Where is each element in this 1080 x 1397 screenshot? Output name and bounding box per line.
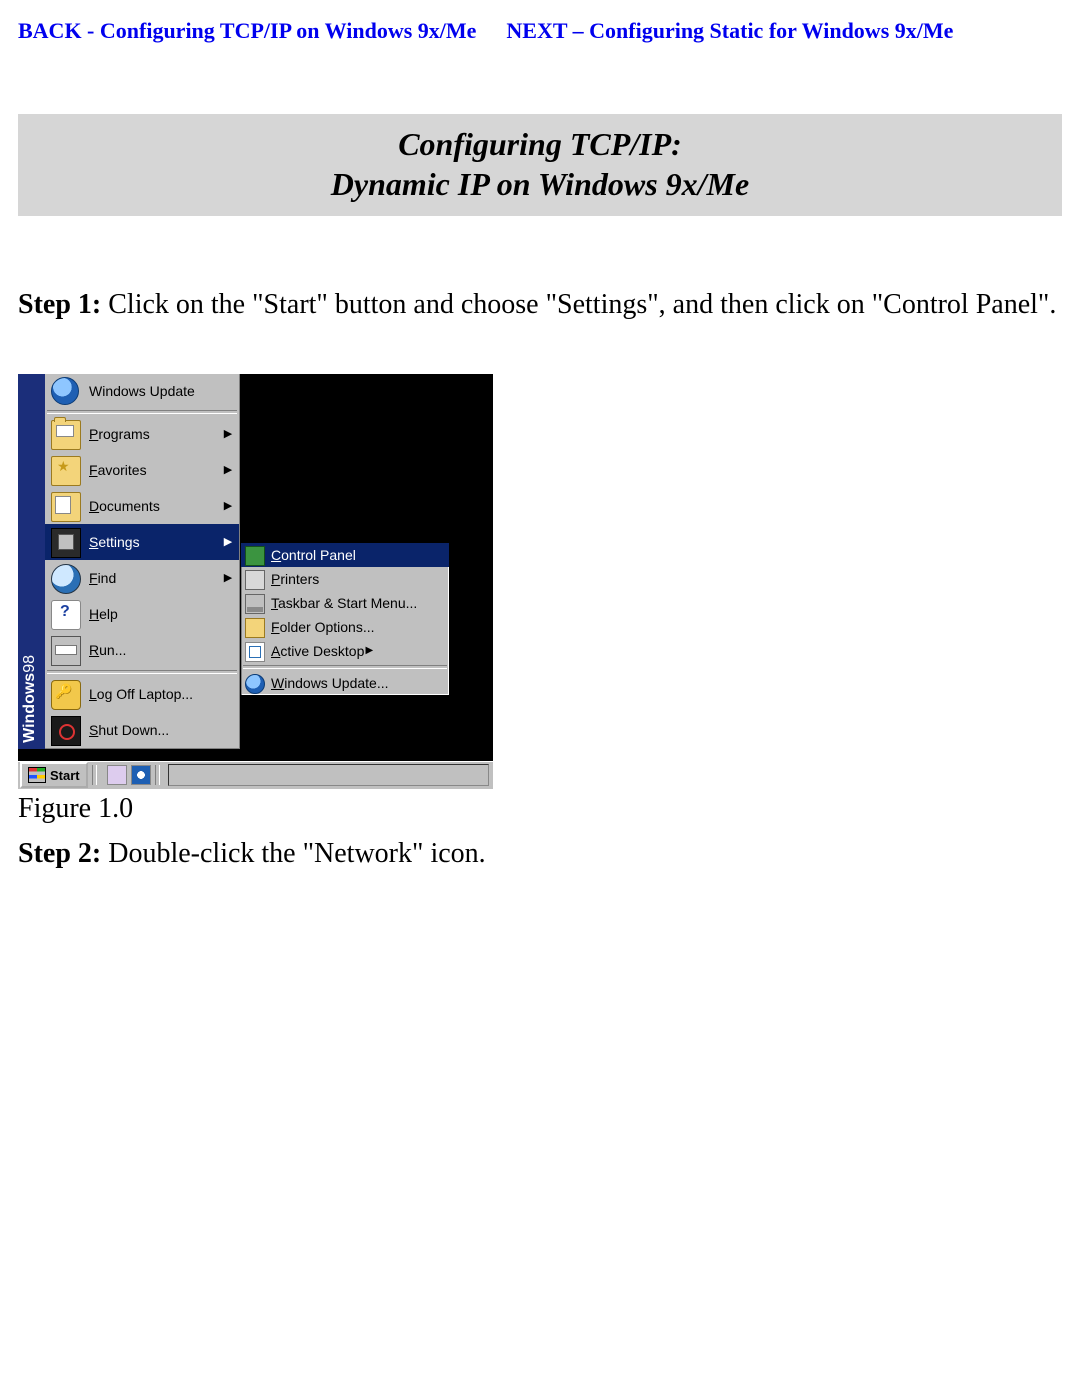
shutdown-icon: [51, 716, 79, 744]
documents-icon: [51, 492, 79, 520]
menu-item-label: Log Off Laptop...: [89, 686, 239, 702]
menu-separator: [47, 670, 237, 674]
menu-logoff[interactable]: Log Off Laptop...: [45, 676, 239, 712]
title-line-1: Configuring TCP/IP:: [18, 124, 1062, 164]
taskbar-empty: [168, 764, 489, 786]
submenu-printers[interactable]: Printers: [241, 567, 449, 591]
menu-find[interactable]: Find ▶: [45, 560, 239, 596]
taskbar-separator: [92, 765, 97, 785]
menu-item-label: Shut Down...: [89, 722, 239, 738]
menu-settings[interactable]: Settings ▶: [45, 524, 239, 560]
win98-screenshot: Windows98 Windows Update Programs ▶ Favo…: [18, 374, 493, 789]
taskbar: Start: [18, 761, 493, 789]
submenu-folder-options[interactable]: Folder Options...: [241, 615, 449, 639]
step-1-label: Step 1:: [18, 289, 101, 320]
submenu-arrow-icon: ▶: [364, 645, 374, 656]
step-1: Step 1: Click on the "Start" button and …: [18, 286, 1062, 324]
help-icon: [51, 600, 79, 628]
find-icon: [51, 564, 79, 592]
submenu-arrow-icon: ▶: [223, 499, 233, 512]
menu-item-label: Run...: [89, 642, 239, 658]
menu-help[interactable]: Help: [45, 596, 239, 632]
control-panel-icon: [245, 546, 263, 564]
menu-item-label: Programs: [89, 426, 223, 442]
settings-submenu: Control Panel Printers Taskbar & Start M…: [240, 542, 450, 696]
step-2: Step 2: Double-click the "Network" icon.: [18, 835, 1062, 873]
folder-icon: [51, 420, 79, 448]
menu-documents[interactable]: Documents ▶: [45, 488, 239, 524]
menu-item-label: Settings: [89, 534, 223, 550]
submenu-separator: [243, 665, 447, 669]
logoff-icon: [51, 680, 79, 708]
submenu-arrow-icon: ▶: [223, 571, 233, 584]
printers-icon: [245, 570, 263, 588]
quick-launch-icon[interactable]: [107, 765, 127, 785]
menu-run[interactable]: Run...: [45, 632, 239, 668]
next-link[interactable]: NEXT – Configuring Static for Windows 9x…: [506, 18, 953, 43]
submenu-item-label: Windows Update...: [271, 675, 389, 691]
taskbar-icon: [245, 594, 263, 612]
quick-launch-ie-icon[interactable]: [131, 765, 151, 785]
step-2-label: Step 2:: [18, 838, 101, 869]
submenu-item-label: Folder Options...: [271, 619, 375, 635]
folder-options-icon: [245, 618, 263, 636]
menu-item-label: Windows Update: [89, 383, 239, 399]
submenu-arrow-icon: ▶: [223, 427, 233, 440]
globe-icon: [51, 377, 79, 405]
menu-separator: [47, 410, 237, 414]
start-banner-text: Windows98: [21, 655, 39, 743]
menu-favorites[interactable]: Favorites ▶: [45, 452, 239, 488]
start-button[interactable]: Start: [20, 762, 88, 788]
windows-update-icon: [245, 674, 263, 692]
favorites-icon: [51, 456, 79, 484]
step-1-text: Click on the "Start" button and choose "…: [101, 289, 1056, 320]
back-link[interactable]: BACK - Configuring TCP/IP on Windows 9x/…: [18, 18, 476, 43]
submenu-arrow-icon: ▶: [223, 535, 233, 548]
menu-programs[interactable]: Programs ▶: [45, 416, 239, 452]
menu-item-label: Favorites: [89, 462, 223, 478]
start-menu: Windows Update Programs ▶ Favorites ▶ Do…: [45, 374, 240, 749]
submenu-control-panel[interactable]: Control Panel: [241, 543, 449, 567]
active-desktop-icon: [245, 642, 263, 660]
menu-item-label: Help: [89, 606, 239, 622]
menu-shutdown[interactable]: Shut Down...: [45, 712, 239, 748]
nav-links: BACK - Configuring TCP/IP on Windows 9x/…: [18, 18, 1062, 44]
figure-caption: Figure 1.0: [18, 793, 1062, 825]
submenu-windows-update[interactable]: Windows Update...: [241, 671, 449, 695]
figure-1: Windows98 Windows Update Programs ▶ Favo…: [18, 374, 1062, 825]
page-title: Configuring TCP/IP: Dynamic IP on Window…: [18, 114, 1062, 216]
quick-launch: [107, 765, 151, 785]
settings-icon: [51, 528, 79, 556]
windows-flag-icon: [28, 767, 46, 783]
start-banner: Windows98: [18, 374, 45, 749]
start-button-label: Start: [50, 768, 80, 783]
step-2-text: Double-click the "Network" icon.: [101, 838, 485, 869]
submenu-item-label: Control Panel: [271, 547, 356, 563]
submenu-item-label: Taskbar & Start Menu...: [271, 595, 417, 611]
submenu-item-label: Printers: [271, 571, 319, 587]
submenu-active-desktop[interactable]: Active Desktop ▶: [241, 639, 449, 663]
submenu-taskbar[interactable]: Taskbar & Start Menu...: [241, 591, 449, 615]
submenu-item-label: Active Desktop: [271, 643, 364, 659]
menu-item-label: Find: [89, 570, 223, 586]
submenu-arrow-icon: ▶: [223, 463, 233, 476]
run-icon: [51, 636, 79, 664]
title-line-2: Dynamic IP on Windows 9x/Me: [18, 164, 1062, 204]
menu-item-label: Documents: [89, 498, 223, 514]
taskbar-separator: [155, 765, 160, 785]
menu-windows-update[interactable]: Windows Update: [45, 374, 239, 408]
